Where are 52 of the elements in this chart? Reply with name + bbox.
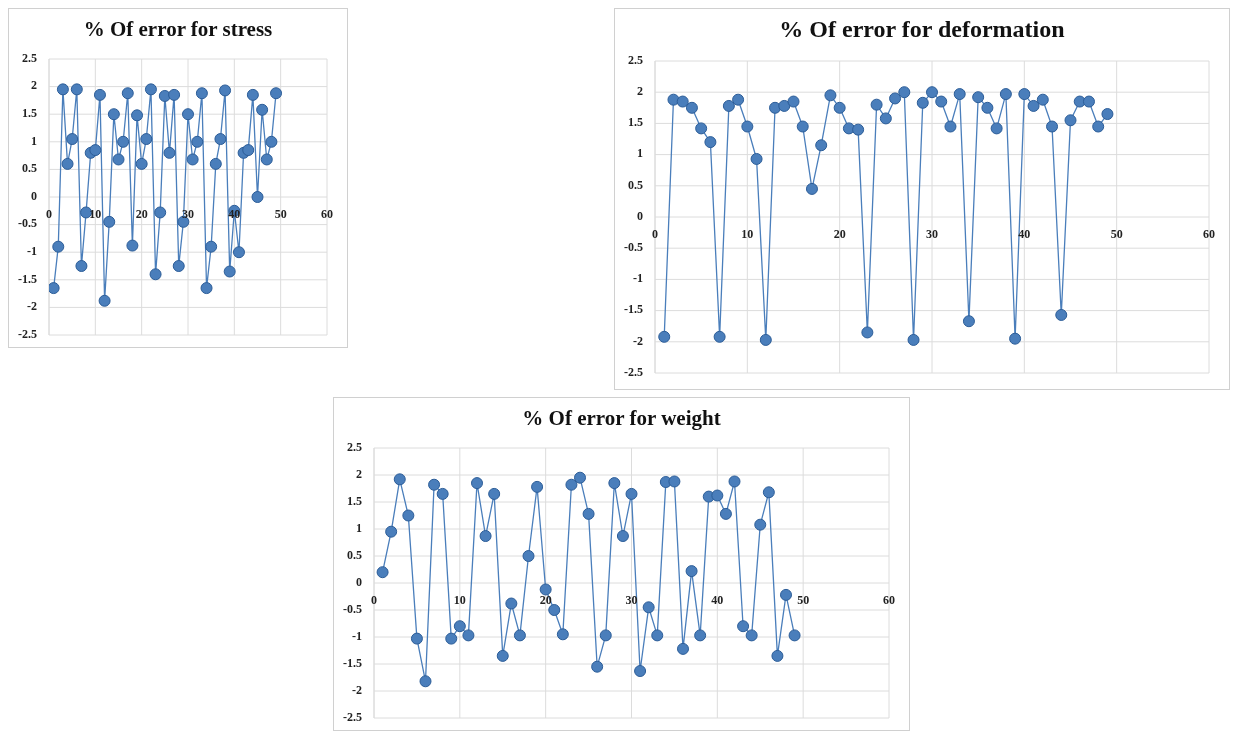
x-tick-label: 10: [89, 206, 102, 221]
x-tick-label: 50: [1110, 226, 1123, 241]
x-tick-label: 0: [46, 206, 52, 221]
x-tick-label: 0: [652, 226, 658, 241]
x-tick-label: 50: [274, 206, 287, 221]
y-tick-label: -1: [27, 243, 37, 258]
y-tick-label: -0.5: [343, 601, 362, 616]
y-tick-label: 1: [31, 133, 37, 148]
y-tick-label: 0.5: [347, 547, 362, 562]
y-tick-label: -2.5: [624, 364, 643, 379]
y-tick-label: 2.5: [628, 52, 643, 67]
x-tick-label: 20: [135, 206, 148, 221]
y-tick-label: 1: [637, 146, 643, 161]
chart-title: % Of error for weight: [521, 405, 722, 432]
y-tick-label: -1.5: [624, 302, 643, 317]
y-tick-label: 0: [31, 188, 37, 203]
y-tick-label: 0.5: [628, 177, 643, 192]
y-tick-label: -2: [633, 333, 643, 348]
x-tick-label: 60: [1203, 226, 1215, 241]
y-tick-label: -1.5: [18, 271, 37, 286]
x-tick-label: 40: [1018, 226, 1031, 241]
y-tick-label: 2.5: [347, 439, 362, 454]
y-tick-label: -2: [27, 299, 37, 314]
chart-title: % Of error for stress: [82, 16, 274, 43]
y-tick-label: -2: [352, 682, 362, 697]
y-tick-label: 2.5: [22, 50, 37, 65]
y-tick-label: 2: [356, 466, 362, 481]
y-tick-label: -0.5: [18, 216, 37, 231]
y-tick-label: -2.5: [18, 326, 37, 341]
x-tick-label: 10: [741, 226, 754, 241]
y-tick-label: 1: [356, 520, 362, 535]
x-tick-label: 40: [711, 592, 724, 607]
y-tick-label: 1.5: [22, 105, 37, 120]
x-tick-label: 30: [926, 226, 938, 241]
x-tick-label: 0: [371, 592, 377, 607]
x-tick-label: 50: [797, 592, 810, 607]
y-tick-label: 0.5: [22, 161, 37, 176]
y-tick-label: 1.5: [347, 493, 362, 508]
y-tick-label: -2.5: [343, 709, 362, 724]
x-tick-label: 10: [453, 592, 466, 607]
y-tick-label: 0: [356, 574, 362, 589]
x-tick-label: 20: [833, 226, 846, 241]
y-tick-label: -0.5: [624, 239, 643, 254]
y-tick-label: -1: [633, 271, 643, 286]
x-tick-label: 60: [321, 206, 333, 221]
chart-title: % Of error for deformation: [778, 15, 1066, 44]
x-tick-label: 60: [883, 592, 895, 607]
y-tick-label: -1.5: [343, 655, 362, 670]
y-tick-label: 2: [637, 83, 643, 98]
y-tick-label: 1.5: [628, 115, 643, 130]
y-tick-label: 2: [31, 78, 37, 93]
y-tick-label: -1: [352, 628, 362, 643]
